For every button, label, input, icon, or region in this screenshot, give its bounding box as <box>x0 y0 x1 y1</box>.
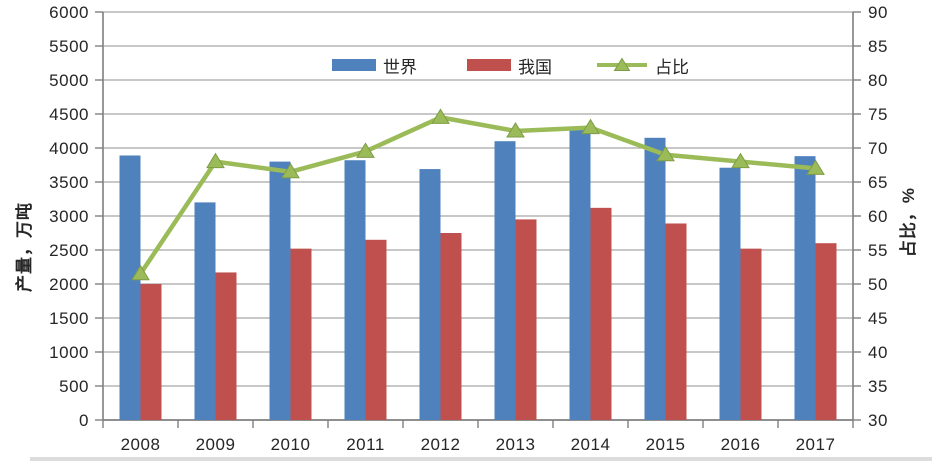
y-left-tick-label: 1500 <box>49 309 89 328</box>
legend-item-share: 占比 <box>596 54 689 77</box>
y-left-tick-label: 2000 <box>49 275 89 294</box>
bottom-divider <box>30 457 932 461</box>
legend-label-share: 占比 <box>655 57 689 77</box>
legend-label-china: 我国 <box>518 57 552 77</box>
x-category-label: 2013 <box>496 435 536 454</box>
bar-world-2012 <box>419 169 441 420</box>
x-category-label: 2012 <box>421 435 461 454</box>
y-left-tick-label: 5000 <box>49 71 89 90</box>
x-category-label: 2011 <box>346 435 385 454</box>
x-category-label: 2015 <box>646 435 686 454</box>
share-marker-2012 <box>431 108 450 124</box>
y-right-tick-label: 80 <box>868 71 888 90</box>
y-right-tick-label: 75 <box>868 105 888 124</box>
legend-swatch-world-bar <box>332 59 376 71</box>
y-right-tick-label: 55 <box>868 241 888 260</box>
share-marker-2010 <box>281 162 300 179</box>
y-right-tick-label: 85 <box>868 37 888 56</box>
bar-china-2015 <box>665 223 687 420</box>
bar-world-2013 <box>494 141 516 420</box>
legend-label-world: 世界 <box>383 57 417 77</box>
bar-world-2010 <box>269 161 291 420</box>
y-right-tick-label: 60 <box>868 207 888 226</box>
y-right-tick-label: 35 <box>868 377 888 396</box>
y-left-tick-label: 3000 <box>49 207 89 226</box>
legend-swatch-share-line-icon <box>597 57 647 71</box>
y-right-axis-title: 占比，% <box>898 187 918 257</box>
share-marker-2013 <box>506 122 525 138</box>
x-category-label: 2009 <box>196 435 236 454</box>
y-left-tick-label: 1000 <box>49 343 89 362</box>
share-marker-2009 <box>206 152 225 169</box>
y-left-tick-label: 5500 <box>49 37 89 56</box>
x-category-label: 2010 <box>271 435 311 454</box>
bar-world-2016 <box>719 167 741 420</box>
y-left-tick-label: 2500 <box>49 241 89 260</box>
share-marker-2014 <box>581 118 600 135</box>
bar-china-2016 <box>740 248 762 420</box>
share-line <box>138 115 818 277</box>
share-marker-2017 <box>806 159 825 175</box>
y-right-tick-label: 45 <box>868 309 888 328</box>
x-category-label: 2016 <box>721 435 761 454</box>
y-left-tick-label: 3500 <box>49 173 89 192</box>
bar-china-2010 <box>290 248 312 420</box>
bar-china-2017 <box>815 243 837 420</box>
legend-item-world: 世界 <box>332 54 417 77</box>
bar-world-2011 <box>344 160 366 421</box>
y-right-tick-label: 50 <box>868 275 888 294</box>
x-category-label: 2008 <box>121 435 161 454</box>
y-right-tick-label: 40 <box>868 343 888 362</box>
y-right-tick-label: 70 <box>868 139 888 158</box>
y-left-tick-label: 0 <box>79 411 89 430</box>
y-left-axis-title: 产量，万吨 <box>14 202 34 292</box>
y-right-tick-label: 30 <box>868 411 888 430</box>
share-marker-2008 <box>131 264 150 281</box>
y-right-tick-label: 65 <box>868 173 888 192</box>
y-left-tick-label: 500 <box>59 377 89 396</box>
bar-china-2012 <box>440 233 462 420</box>
bar-world-2009 <box>194 202 216 420</box>
x-category-label: 2014 <box>571 435 611 454</box>
legend-swatch-china-bar <box>467 59 511 71</box>
y-right-tick-label: 90 <box>868 3 888 22</box>
bar-china-2008 <box>140 284 162 420</box>
bar-world-2017 <box>794 156 816 420</box>
bar-china-2009 <box>215 272 237 420</box>
share-marker-2016 <box>731 152 750 169</box>
share-marker-2015 <box>656 145 675 162</box>
y-left-tick-label: 4000 <box>49 139 89 158</box>
bar-world-2015 <box>644 137 666 421</box>
legend-item-china: 我国 <box>467 54 552 77</box>
y-left-tick-label: 6000 <box>49 3 89 22</box>
share-marker-2011 <box>356 142 375 158</box>
bar-world-2014 <box>569 129 591 420</box>
x-category-label: 2017 <box>796 435 836 454</box>
bar-china-2013 <box>515 219 537 420</box>
bar-world-2008 <box>119 155 141 421</box>
bar-china-2014 <box>590 207 612 420</box>
bar-china-2011 <box>365 239 387 420</box>
y-left-tick-label: 4500 <box>49 105 89 124</box>
